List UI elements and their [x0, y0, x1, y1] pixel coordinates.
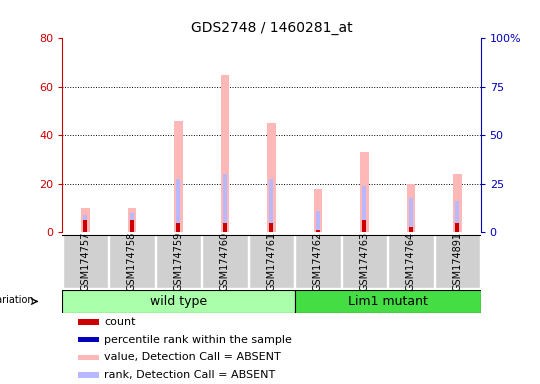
Text: GSM174759: GSM174759	[173, 232, 184, 291]
Bar	[362, 220, 367, 232]
Bar	[314, 189, 322, 232]
Text: GSM174891: GSM174891	[453, 232, 462, 291]
Bar	[453, 174, 462, 232]
Bar	[176, 223, 180, 232]
FancyBboxPatch shape	[342, 235, 387, 288]
Text: GSM174764: GSM174764	[406, 232, 416, 291]
Bar	[223, 223, 227, 232]
Text: GSM174758: GSM174758	[127, 232, 137, 291]
Bar	[409, 227, 413, 232]
Bar	[409, 199, 413, 232]
Bar	[267, 123, 275, 232]
Bar	[81, 208, 90, 232]
Bar	[269, 179, 273, 232]
Bar	[360, 152, 368, 232]
FancyBboxPatch shape	[156, 235, 201, 288]
Text: Lim1 mutant: Lim1 mutant	[348, 295, 428, 308]
FancyBboxPatch shape	[63, 235, 108, 288]
Text: GSM174761: GSM174761	[266, 232, 276, 291]
Bar	[127, 208, 136, 232]
Bar	[221, 75, 229, 232]
Bar	[269, 223, 273, 232]
Title: GDS2748 / 1460281_at: GDS2748 / 1460281_at	[191, 21, 352, 35]
Bar	[78, 372, 99, 378]
Bar	[407, 184, 415, 232]
Bar	[223, 174, 227, 232]
Text: genotype/variation: genotype/variation	[0, 295, 34, 305]
Text: GSM174762: GSM174762	[313, 232, 323, 291]
Bar	[83, 220, 87, 232]
Bar	[316, 230, 320, 232]
Bar	[78, 319, 99, 325]
FancyBboxPatch shape	[248, 235, 294, 288]
Bar	[455, 201, 460, 232]
FancyBboxPatch shape	[295, 290, 481, 313]
Text: GSM174763: GSM174763	[359, 232, 369, 291]
FancyBboxPatch shape	[295, 235, 341, 288]
Text: count: count	[104, 317, 136, 327]
Bar	[362, 186, 367, 232]
Bar	[316, 210, 320, 232]
Bar	[78, 337, 99, 343]
Text: percentile rank within the sample: percentile rank within the sample	[104, 334, 292, 344]
FancyBboxPatch shape	[388, 235, 434, 288]
Bar	[176, 179, 180, 232]
FancyBboxPatch shape	[202, 235, 248, 288]
FancyBboxPatch shape	[435, 235, 480, 288]
Bar	[78, 354, 99, 360]
Text: wild type: wild type	[150, 295, 207, 308]
FancyBboxPatch shape	[62, 290, 295, 313]
Text: value, Detection Call = ABSENT: value, Detection Call = ABSENT	[104, 353, 281, 362]
Text: rank, Detection Call = ABSENT: rank, Detection Call = ABSENT	[104, 370, 275, 380]
Bar	[130, 213, 134, 232]
Bar	[174, 121, 183, 232]
Bar	[455, 223, 460, 232]
FancyBboxPatch shape	[109, 235, 154, 288]
Bar	[130, 220, 134, 232]
Text: GSM174760: GSM174760	[220, 232, 230, 291]
Bar	[83, 215, 87, 232]
Text: GSM174757: GSM174757	[80, 232, 90, 291]
